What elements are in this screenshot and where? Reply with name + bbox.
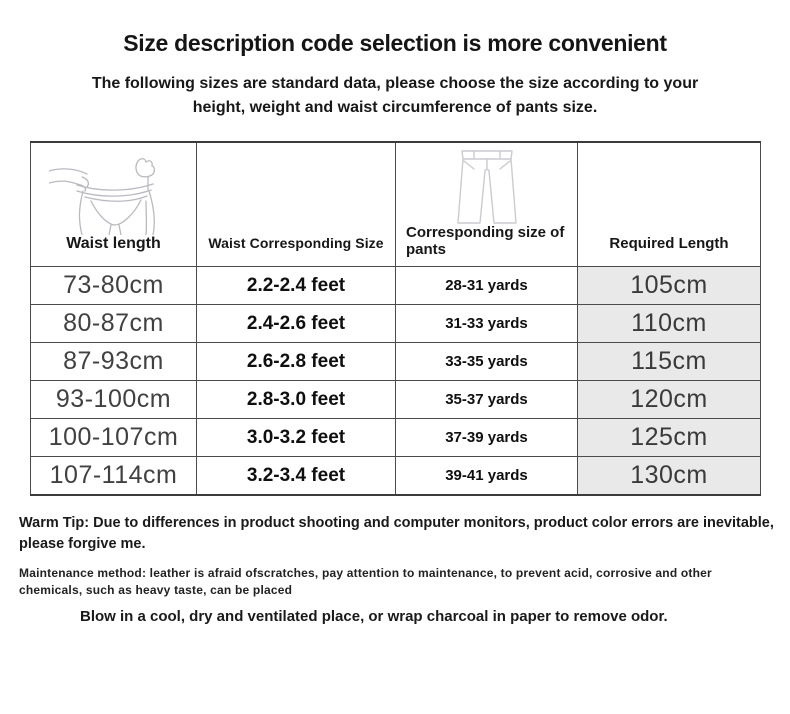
pants-size-cell: 35-37 yards bbox=[395, 380, 578, 419]
size-row: 93-100cm 2.8-3.0 feet 35-37 yards 120cm bbox=[30, 380, 761, 419]
required-length-cell: 130cm bbox=[577, 456, 761, 496]
pants-size-cell: 31-33 yards bbox=[395, 304, 578, 343]
header-label-pants-size: Corresponding size of pants bbox=[406, 224, 565, 258]
waist-length-cell: 100-107cm bbox=[30, 418, 197, 457]
storage-note: Blow in a cool, dry and ventilated place… bbox=[80, 608, 668, 625]
pants-size-cell: 33-35 yards bbox=[395, 342, 578, 381]
size-guide-page: Size description code selection is more … bbox=[0, 30, 790, 629]
required-length-cell: 105cm bbox=[577, 266, 761, 305]
waist-size-cell: 3.2-3.4 feet bbox=[196, 456, 396, 496]
waist-size-cell: 2.2-2.4 feet bbox=[196, 266, 396, 305]
required-length-cell: 115cm bbox=[577, 342, 761, 381]
page-title: Size description code selection is more … bbox=[123, 30, 667, 56]
waist-length-cell: 87-93cm bbox=[30, 342, 197, 381]
size-table: Waist length Waist Corresponding Size bbox=[30, 141, 761, 496]
header-waist-length: Waist length bbox=[30, 141, 197, 267]
header-label-waist-length: Waist length bbox=[66, 235, 161, 252]
waist-size-cell: 3.0-3.2 feet bbox=[196, 418, 396, 457]
waist-size-cell: 2.8-3.0 feet bbox=[196, 380, 396, 419]
pants-icon bbox=[454, 147, 520, 227]
waist-length-cell: 107-114cm bbox=[30, 456, 197, 496]
waist-length-cell: 80-87cm bbox=[30, 304, 197, 343]
maintenance-note: Maintenance method: leather is afraid of… bbox=[19, 566, 712, 597]
size-row: 87-93cm 2.6-2.8 feet 33-35 yards 115cm bbox=[30, 342, 761, 381]
pants-size-cell: 37-39 yards bbox=[395, 418, 578, 457]
header-waist-corresponding-size: Waist Corresponding Size bbox=[196, 141, 396, 267]
header-pants-size: Corresponding size of pants bbox=[395, 141, 578, 267]
waist-length-cell: 93-100cm bbox=[30, 380, 197, 419]
size-table-header-row: Waist length Waist Corresponding Size bbox=[30, 141, 761, 267]
header-required-length: Required Length bbox=[577, 141, 761, 267]
waist-size-cell: 2.6-2.8 feet bbox=[196, 342, 396, 381]
size-row: 100-107cm 3.0-3.2 feet 37-39 yards 125cm bbox=[30, 418, 761, 457]
waist-measure-icon bbox=[48, 147, 179, 235]
size-row: 80-87cm 2.4-2.6 feet 31-33 yards 110cm bbox=[30, 304, 761, 343]
header-label-waist-corresponding-size: Waist Corresponding Size bbox=[208, 235, 384, 251]
waist-size-cell: 2.4-2.6 feet bbox=[196, 304, 396, 343]
required-length-cell: 110cm bbox=[577, 304, 761, 343]
warm-tip-note: Warm Tip: Due to differences in product … bbox=[19, 515, 774, 552]
waist-length-cell: 73-80cm bbox=[30, 266, 197, 305]
size-row: 107-114cm 3.2-3.4 feet 39-41 yards 130cm bbox=[30, 456, 761, 496]
size-row: 73-80cm 2.2-2.4 feet 28-31 yards 105cm bbox=[30, 266, 761, 305]
page-subtitle: The following sizes are standard data, p… bbox=[91, 75, 699, 116]
required-length-cell: 120cm bbox=[577, 380, 761, 419]
required-length-cell: 125cm bbox=[577, 418, 761, 457]
pants-size-cell: 39-41 yards bbox=[395, 456, 578, 496]
header-label-required-length: Required Length bbox=[609, 235, 729, 252]
pants-size-cell: 28-31 yards bbox=[395, 266, 578, 305]
